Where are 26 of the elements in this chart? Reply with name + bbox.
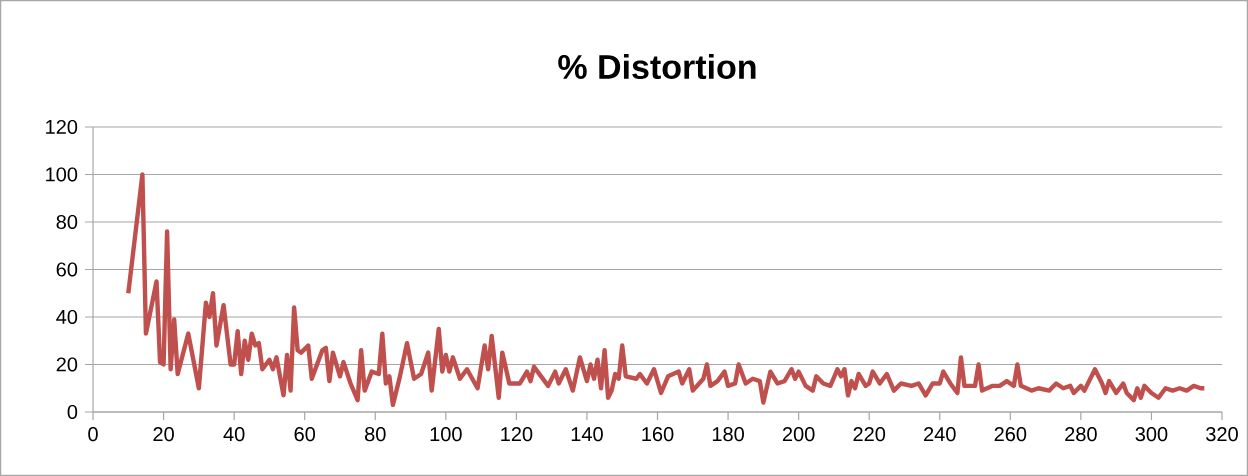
x-tick-label: 280	[1065, 427, 1097, 442]
y-tick-label: 120	[46, 119, 78, 135]
x-tick-label: 60	[294, 427, 316, 442]
y-tick-label: 80	[56, 214, 78, 230]
x-tick-label: 20	[153, 427, 174, 442]
y-tick-label: 0	[67, 404, 78, 420]
x-tick-label: 100	[430, 427, 462, 442]
y-tick-label: 20	[56, 357, 78, 372]
x-tick-label: 40	[223, 427, 245, 442]
y-tick-label: 60	[56, 262, 78, 277]
x-tick-label: 180	[712, 427, 744, 442]
x-tick-label: 240	[924, 427, 956, 442]
x-tick-label: 300	[1135, 427, 1168, 442]
x-tick-label: 80	[365, 427, 386, 442]
x-tick-label: 220	[853, 427, 886, 442]
y-tick-label: 40	[56, 309, 78, 325]
x-tick-label: 200	[782, 427, 815, 442]
x-tick-label: 260	[994, 427, 1027, 442]
x-tick-label: 160	[642, 427, 674, 442]
x-tick-label: 120	[501, 427, 533, 442]
y-tick-label: 100	[46, 167, 78, 182]
line-series	[126, 172, 1207, 408]
chart-title: % Distortion	[558, 54, 756, 80]
x-tick-label: 320	[1206, 427, 1238, 442]
x-tick-label: 140	[571, 427, 603, 442]
x-tick-label: 0	[88, 427, 98, 442]
